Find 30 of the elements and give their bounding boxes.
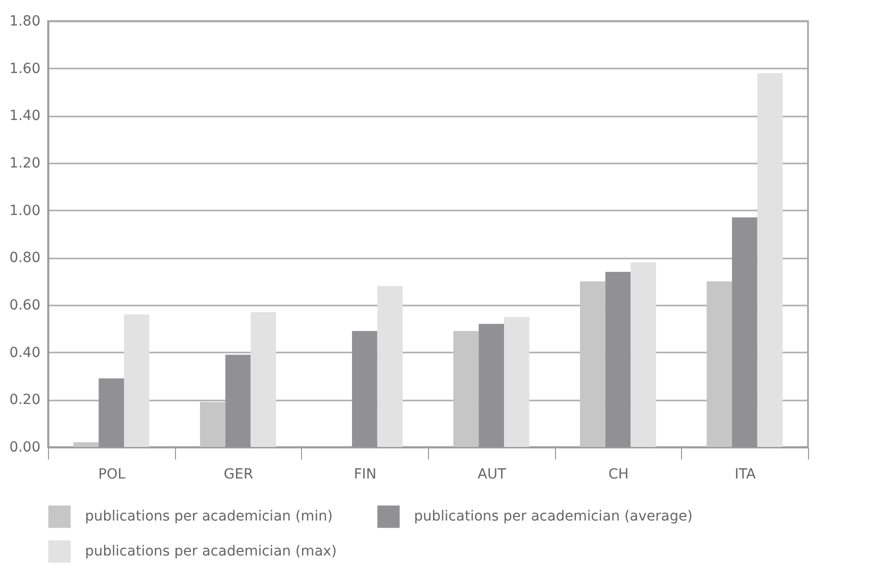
bar bbox=[377, 286, 403, 447]
y-tick-label: 0.60 bbox=[9, 298, 40, 314]
x-tick-label: POL bbox=[98, 466, 126, 482]
y-tick-label: 1.60 bbox=[9, 60, 40, 77]
x-tick-label: GER bbox=[224, 466, 254, 482]
legend-label: publications per academician (average) bbox=[414, 508, 693, 525]
x-tick-label: ITA bbox=[734, 466, 756, 482]
y-tick-label: 1.40 bbox=[9, 108, 40, 124]
y-tick-label: 0.00 bbox=[9, 440, 40, 456]
bar bbox=[250, 312, 276, 447]
bar bbox=[757, 73, 783, 447]
bar bbox=[630, 262, 656, 447]
bar bbox=[73, 442, 99, 447]
x-tick-label: AUT bbox=[478, 466, 506, 482]
y-tick-label: 0.80 bbox=[9, 250, 40, 266]
legend-label: publications per academician (min) bbox=[85, 508, 333, 525]
y-tick-label: 1.80 bbox=[9, 14, 40, 30]
legend-label: publications per academician (max) bbox=[85, 544, 337, 560]
y-tick-label: 0.40 bbox=[9, 344, 40, 361]
y-tick-label: 1.00 bbox=[9, 202, 40, 219]
y-tick-label: 0.20 bbox=[9, 392, 40, 408]
bar bbox=[453, 331, 479, 447]
x-tick-label: FIN bbox=[354, 466, 376, 482]
x-tick-label: CH bbox=[608, 466, 629, 482]
y-tick-label: 1.20 bbox=[9, 156, 40, 172]
bar bbox=[504, 316, 530, 447]
bar bbox=[580, 281, 606, 447]
bar bbox=[124, 314, 150, 447]
bar bbox=[200, 402, 226, 447]
bar bbox=[706, 281, 732, 447]
